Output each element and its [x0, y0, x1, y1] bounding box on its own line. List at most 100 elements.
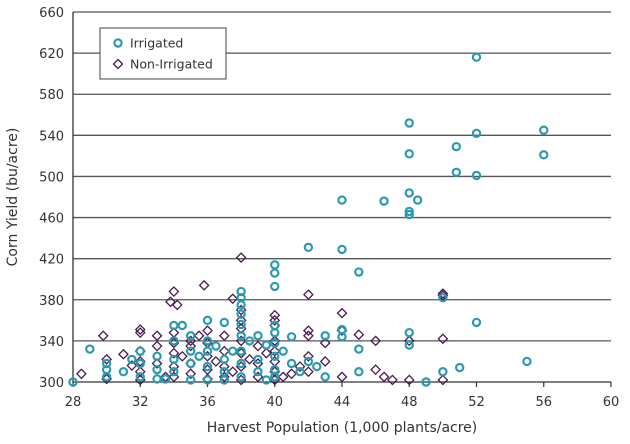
- irrigated-point: [320, 372, 330, 382]
- x-tick-label: 44: [334, 395, 351, 410]
- x-tick-label: 48: [401, 395, 418, 410]
- irrigated-point: [152, 351, 162, 362]
- irrigated-point: [236, 372, 246, 382]
- non-irrigated-point: [210, 356, 222, 367]
- irrigated-point: [169, 367, 179, 377]
- x-tick-label: 36: [199, 395, 216, 410]
- irrigated-point: [185, 375, 196, 385]
- non-irrigated-point: [437, 374, 449, 386]
- irrigated-point: [404, 209, 414, 220]
- non-irrigated-point: [269, 309, 281, 321]
- non-irrigated-point: [437, 333, 449, 345]
- non-irrigated-point: [193, 330, 205, 342]
- irrigated-point: [312, 361, 322, 372]
- non-irrigated-point: [286, 368, 297, 380]
- non-irrigated-point: [168, 371, 180, 383]
- non-irrigated-point: [336, 371, 348, 383]
- irrigated-point: [270, 351, 280, 362]
- non-irrigated-point: [260, 347, 272, 359]
- non-irrigated-point: [336, 307, 348, 319]
- irrigated-point: [354, 367, 364, 377]
- irrigated-point: [454, 362, 465, 373]
- non-irrigated-point: [370, 335, 382, 347]
- non-irrigated-point: [227, 293, 239, 305]
- legend: Irrigated Non-Irrigated: [99, 27, 227, 80]
- irrigated-point: [202, 346, 213, 356]
- irrigated-point: [236, 346, 246, 356]
- irrigated-point: [421, 377, 431, 387]
- irrigated-point: [270, 268, 280, 278]
- y-tick-label: 500: [39, 170, 64, 185]
- non-irrigated-point: [171, 299, 183, 311]
- data-points: [68, 52, 549, 387]
- non-irrigated-point: [302, 350, 314, 362]
- irrigated-point: [185, 358, 196, 369]
- irrigated-point: [337, 195, 347, 205]
- irrigated-point: [152, 374, 162, 384]
- non-irrigated-point: [202, 325, 213, 337]
- non-irrigated-point: [319, 337, 331, 349]
- non-irrigated-point: [134, 324, 146, 336]
- irrigated-point: [270, 372, 280, 382]
- non-irrigated-point: [126, 360, 138, 371]
- non-irrigated-point: [235, 304, 247, 316]
- irrigated-point: [152, 364, 162, 375]
- y-tick-label: 620: [39, 47, 64, 62]
- non-irrigated-point: [227, 366, 239, 378]
- irrigated-point: [228, 346, 238, 356]
- x-tick-label: 32: [132, 395, 149, 410]
- irrigated-point: [412, 195, 423, 205]
- y-tick-label: 660: [39, 6, 64, 21]
- irrigated-point: [236, 319, 246, 330]
- irrigated-point: [85, 344, 95, 354]
- non-irrigated-point: [403, 374, 415, 386]
- irrigated-point: [471, 128, 482, 138]
- irrigated-point: [354, 267, 364, 277]
- irrigated-point: [270, 281, 280, 292]
- irrigated-point: [236, 309, 246, 319]
- irrigated-point: [253, 367, 263, 377]
- irrigated-point: [471, 170, 482, 181]
- x-tick-label: 28: [65, 395, 82, 410]
- irrigated-point: [253, 354, 263, 365]
- gridlines: [73, 11, 611, 342]
- legend-irrigated-marker: [113, 38, 123, 48]
- non-irrigated-point: [101, 353, 113, 365]
- irrigated-point: [236, 358, 246, 369]
- non-irrigated-point: [353, 329, 365, 341]
- irrigated-point: [337, 244, 347, 255]
- non-irrigated-point: [151, 358, 163, 369]
- irrigated-point: [236, 300, 246, 310]
- irrigated-point: [539, 150, 549, 160]
- non-irrigated-point: [218, 361, 230, 373]
- non-irrigated-point: [269, 345, 281, 357]
- irrigated-point: [135, 346, 145, 356]
- irrigated-point: [438, 293, 448, 303]
- irrigated-point: [337, 332, 347, 342]
- non-irrigated-point: [252, 371, 264, 383]
- irrigated-point: [194, 351, 204, 362]
- irrigated-point: [270, 327, 280, 338]
- irrigated-point: [522, 356, 532, 367]
- irrigated-point: [118, 367, 129, 377]
- non-irrigated-point: [244, 353, 255, 365]
- non-irrigated-point: [218, 371, 230, 383]
- non-irrigated-point: [151, 330, 163, 342]
- y-tick-label: 420: [39, 253, 64, 268]
- x-tick-label: 52: [468, 395, 485, 410]
- irrigated-point: [261, 340, 272, 350]
- non-irrigated-point: [168, 347, 180, 359]
- non-irrigated-point: [75, 368, 87, 380]
- irrigated-point: [101, 372, 112, 382]
- non-irrigated-point: [185, 340, 197, 352]
- non-irrigated-point: [252, 340, 264, 352]
- irrigated-point: [169, 336, 179, 346]
- x-tick-label: 60: [603, 395, 620, 410]
- irrigated-point: [202, 361, 213, 372]
- non-irrigated-point: [235, 335, 247, 347]
- irrigated-point: [354, 344, 364, 354]
- y-tick-label: 540: [39, 129, 64, 144]
- irrigated-point: [253, 331, 263, 341]
- tick-labels: 300 340 380 420 460 500 540 580 620 660 28 32 36 40 44…: [39, 6, 619, 410]
